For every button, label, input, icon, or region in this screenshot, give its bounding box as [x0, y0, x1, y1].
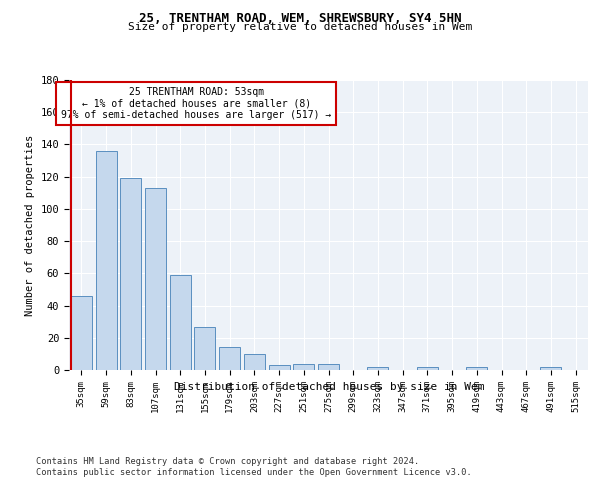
Bar — [367, 367, 388, 370]
Bar — [71, 296, 92, 370]
Bar — [244, 354, 265, 370]
Bar — [293, 364, 314, 370]
Text: Contains HM Land Registry data © Crown copyright and database right 2024.
Contai: Contains HM Land Registry data © Crown c… — [36, 458, 472, 477]
Bar — [417, 367, 438, 370]
Text: Distribution of detached houses by size in Wem: Distribution of detached houses by size … — [173, 382, 484, 392]
Bar — [145, 188, 166, 370]
Bar — [219, 348, 240, 370]
Bar — [318, 364, 339, 370]
Bar — [120, 178, 141, 370]
Bar — [541, 367, 562, 370]
Bar — [194, 326, 215, 370]
Bar — [95, 151, 116, 370]
Bar — [170, 275, 191, 370]
Text: 25, TRENTHAM ROAD, WEM, SHREWSBURY, SY4 5HN: 25, TRENTHAM ROAD, WEM, SHREWSBURY, SY4 … — [139, 12, 461, 26]
Bar — [466, 367, 487, 370]
Bar — [269, 365, 290, 370]
Text: 25 TRENTHAM ROAD: 53sqm
← 1% of detached houses are smaller (8)
97% of semi-deta: 25 TRENTHAM ROAD: 53sqm ← 1% of detached… — [61, 87, 331, 120]
Text: Size of property relative to detached houses in Wem: Size of property relative to detached ho… — [128, 22, 472, 32]
Y-axis label: Number of detached properties: Number of detached properties — [25, 134, 35, 316]
